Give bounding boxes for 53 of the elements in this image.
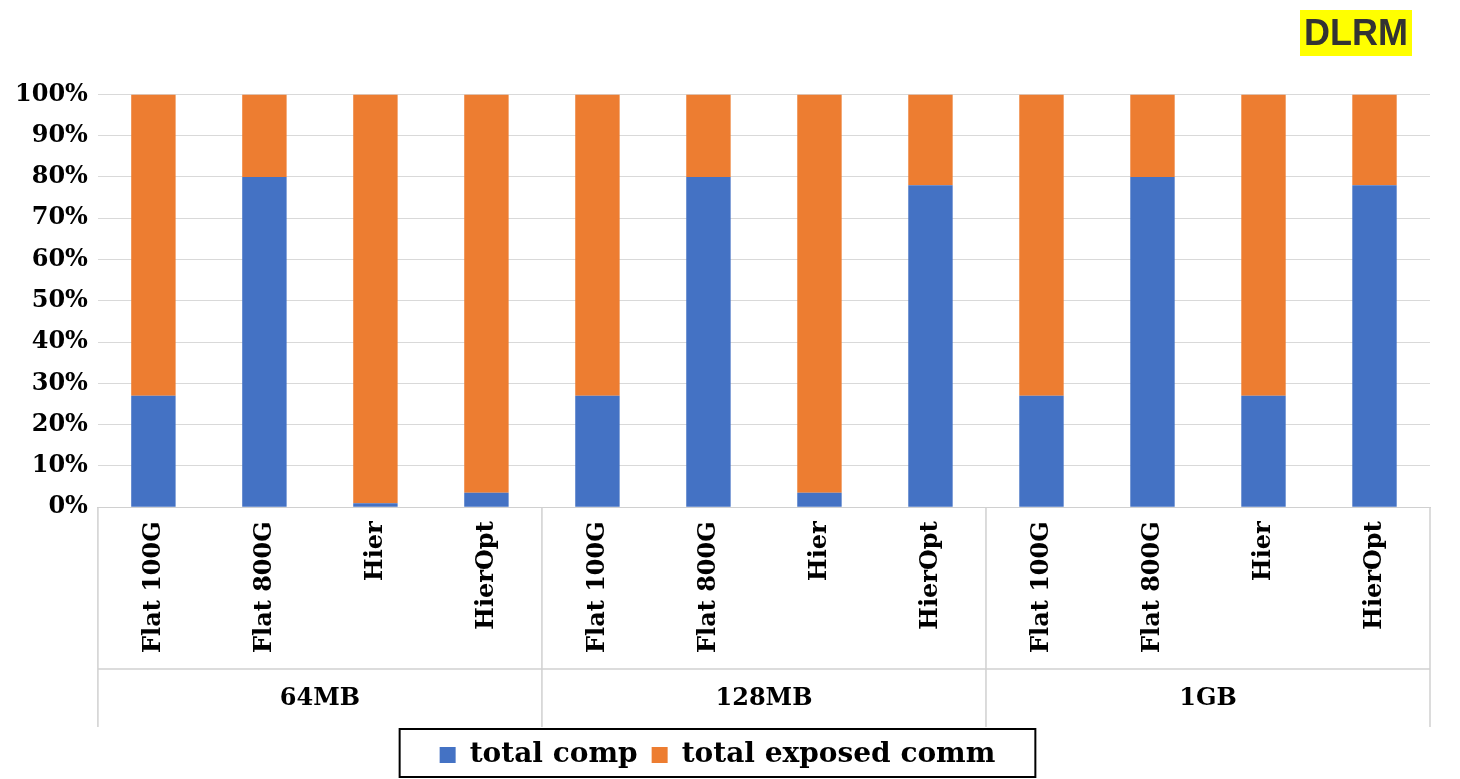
bar <box>353 94 398 504</box>
y-tick-label: 10% <box>31 449 89 479</box>
bar <box>686 176 731 507</box>
y-tick-label: 60% <box>31 242 89 272</box>
x-tick-label: HierOpt <box>913 521 943 630</box>
bar <box>1130 94 1175 177</box>
bar <box>908 94 953 186</box>
bar <box>575 395 620 507</box>
bar <box>242 94 287 177</box>
y-tick-label: 20% <box>31 407 89 437</box>
bar <box>1019 94 1064 396</box>
text: 1GB <box>1179 682 1237 712</box>
bar <box>464 94 509 493</box>
bar <box>1019 395 1064 507</box>
bar <box>908 185 953 507</box>
x-tick-label: HierOpt <box>469 521 499 630</box>
bar <box>1352 94 1397 186</box>
x-tick-label: Hier <box>802 520 832 581</box>
legend-label: total exposed comm <box>681 736 996 770</box>
y-tick-label: 90% <box>31 118 89 148</box>
x-tick-label: Flat 800G <box>247 521 277 654</box>
x-tick-label: Flat 800G <box>1135 521 1165 654</box>
x-tick-label: Flat 800G <box>691 521 721 654</box>
y-tick-label: 30% <box>31 366 89 396</box>
y-tick-label: 50% <box>31 284 89 314</box>
bar <box>131 395 176 507</box>
text: 128MB <box>715 682 813 712</box>
y-tick-label: 40% <box>31 325 89 355</box>
bar <box>1352 185 1397 507</box>
y-tick-label: 70% <box>31 201 89 231</box>
x-tick-label: HierOpt <box>1357 521 1387 630</box>
bar <box>575 94 620 396</box>
x-tick-label: Flat 100G <box>1024 521 1054 654</box>
bar <box>686 94 731 177</box>
legend-label: total comp <box>469 736 638 770</box>
y-tick-label: 100% <box>15 77 89 107</box>
bar <box>1130 176 1175 507</box>
bar <box>797 94 842 493</box>
bar <box>353 503 398 507</box>
x-tick-label: Hier <box>1246 520 1276 581</box>
y-tick-label: 80% <box>31 160 89 190</box>
bar <box>242 176 287 507</box>
bar <box>1241 94 1286 396</box>
x-tick-label: Flat 100G <box>136 521 166 654</box>
bar <box>1241 395 1286 507</box>
x-tick-label: Hier <box>358 520 388 581</box>
bar <box>464 492 509 507</box>
chart-title: DLRM <box>1300 10 1412 56</box>
bar <box>131 94 176 396</box>
text: 64MB <box>279 682 361 712</box>
bar <box>797 492 842 507</box>
x-tick-label: Flat 100G <box>580 521 610 654</box>
y-tick-label: 0% <box>48 490 89 520</box>
